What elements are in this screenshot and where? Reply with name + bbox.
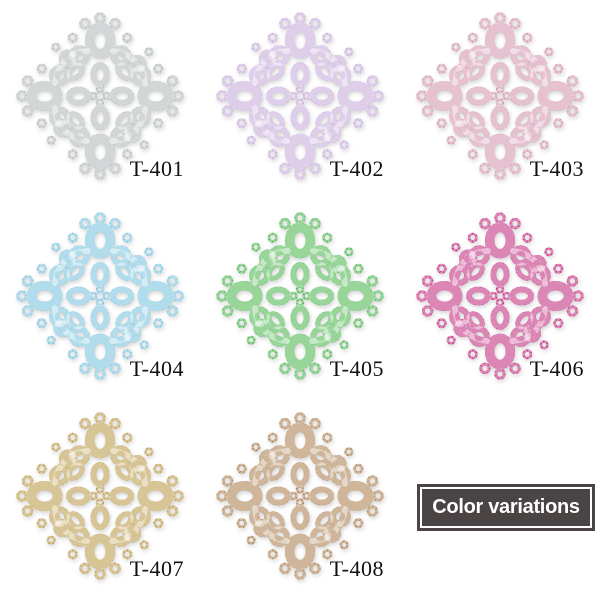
motif-cell-t401: T-401 (0, 0, 200, 200)
color-variations-badge: Color variations (417, 484, 595, 531)
motif-cell-t407: T-407 (0, 400, 200, 600)
motif-label-t406: T-406 (529, 356, 584, 381)
motif-label-t405: T-405 (329, 356, 384, 381)
color-variations-badge-label: Color variations (420, 487, 592, 528)
motif-cell-t403: T-403 (400, 0, 600, 200)
motif-label-t408: T-408 (329, 556, 384, 581)
motif-label-t404: T-404 (129, 356, 184, 381)
badge-cell: Color variations (400, 400, 600, 600)
motif-cell-t408: T-408 (200, 400, 400, 600)
motif-cell-t405: T-405 (200, 200, 400, 400)
motif-label-t401: T-401 (129, 156, 184, 181)
motif-label-t407: T-407 (129, 556, 184, 581)
motif-label-t402: T-402 (329, 156, 384, 181)
motif-cell-t404: T-404 (0, 200, 200, 400)
motif-cell-t402: T-402 (200, 0, 400, 200)
motif-cell-t406: T-406 (400, 200, 600, 400)
motif-label-t403: T-403 (529, 156, 584, 181)
